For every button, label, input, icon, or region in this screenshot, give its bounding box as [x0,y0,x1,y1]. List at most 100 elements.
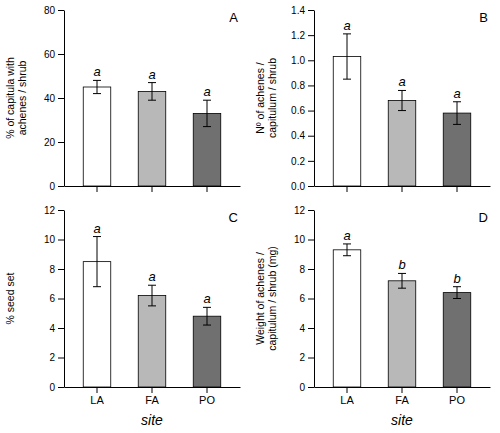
tick-label: 10 [44,234,56,245]
y-tick: 0.2 [291,156,314,167]
x-tick: FA [145,387,159,406]
panel-label: B [479,10,488,25]
tick-mark [58,210,64,211]
tick-mark [308,60,314,61]
annotation: a [93,64,100,79]
y-tick: 1.0 [291,55,314,66]
tick-label: 12 [44,205,56,216]
tick-label: 0 [299,382,305,393]
tick-label: LA [340,394,354,406]
y-tick: 8 [299,264,314,275]
plot-area [83,237,221,387]
tick-mark [308,299,314,300]
y-tick: 0 [299,382,314,393]
y-axis-label-line: Nº of achenes / [254,62,266,134]
tick-mark [457,186,458,192]
y-tick: 0.0 [291,181,314,192]
tick-label: PO [449,394,465,406]
tick-label: 80 [44,5,56,16]
bar [388,281,416,387]
tick-label: FA [395,394,409,406]
annotation: a [343,18,350,33]
x-tick [457,186,458,192]
error-bar [453,102,461,125]
tick-mark [347,387,348,393]
x-tick [97,186,98,192]
panel: 0.00.20.40.60.81.01.21.4aaaBNº of achene… [254,5,491,192]
tick-label: 1.4 [291,5,305,16]
tick-mark [58,387,64,388]
bar [83,87,111,186]
y-axis-label-line: capitulum / shrub (mg) [266,246,278,350]
x-axis-label: site [391,412,413,428]
y-axis-label: % seed set [4,272,16,324]
tick-mark [308,10,314,11]
bar [138,91,166,186]
annotation: a [453,86,460,101]
tick-label: 0.6 [291,105,305,116]
y-tick: 12 [294,205,314,216]
tick-label: 6 [299,293,305,304]
error-bar [93,80,101,93]
tick-mark [308,111,314,112]
x-tick: LA [340,387,354,406]
tick-mark [308,85,314,86]
tick-label: 20 [44,137,56,148]
tick-mark [58,10,64,11]
tick-mark [58,269,64,270]
x-tick [207,186,208,192]
tick-label: FA [145,394,159,406]
error-bar [148,83,156,101]
tick-label: PO [199,394,215,406]
x-axis-label: site [141,412,163,428]
y-tick: 8 [49,264,64,275]
tick-mark [308,186,314,187]
annotation: a [148,67,155,82]
plot-area [83,80,221,186]
plot-area [333,34,471,186]
tick-mark [308,240,314,241]
x-tick: PO [199,387,215,406]
tick-mark [58,142,64,143]
y-tick: 0 [49,181,64,192]
tick-mark [308,387,314,388]
y-tick: 10 [44,234,64,245]
tick-mark [58,54,64,55]
annotation: a [203,291,210,306]
tick-label: 1.2 [291,30,305,41]
tick-mark [58,358,64,359]
error-bar [343,244,351,256]
tick-mark [58,328,64,329]
tick-mark [58,186,64,187]
y-tick: 4 [299,323,314,334]
annotation: a [343,228,350,243]
axis-line [64,211,65,388]
error-bar [148,285,156,306]
error-bar [398,273,406,288]
x-tick [347,186,348,192]
bar [333,250,361,387]
tick-label: 8 [299,264,305,275]
y-tick: 1.2 [291,30,314,41]
panel: 024681012LAFAPOaaaC% seed setsite [4,205,241,428]
error-bar [398,90,406,110]
tick-mark [207,387,208,393]
x-tick: FA [395,387,409,406]
annotation: a [398,74,405,89]
tick-mark [152,387,153,393]
x-axis [65,186,241,192]
panel-label: D [479,210,488,225]
tick-label: 0 [49,181,55,192]
tick-mark [308,328,314,329]
tick-label: 4 [49,323,55,334]
x-tick: LA [90,387,104,406]
panel: 020406080aaaA% of capitula withachenes /… [4,5,241,192]
tick-mark [308,210,314,211]
panel-label: C [229,210,238,225]
error-bar [93,237,101,287]
tick-mark [308,136,314,137]
tick-mark [402,186,403,192]
tick-label: LA [90,394,104,406]
tick-mark [402,387,403,393]
tick-label: 6 [49,293,55,304]
